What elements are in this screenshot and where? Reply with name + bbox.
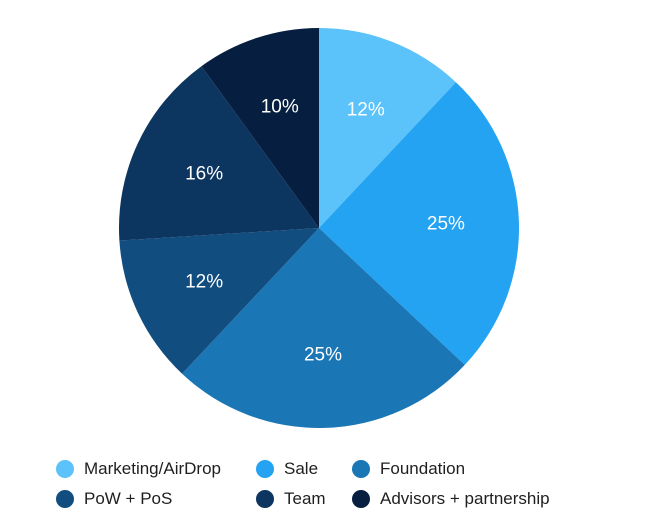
legend-item-pow-pos: PoW + PoS	[56, 488, 256, 510]
pie-slice-marketing-airdrop	[319, 28, 456, 228]
legend-label-foundation: Foundation	[380, 459, 466, 478]
legend-label-pow-pos: PoW + PoS	[84, 489, 173, 508]
pie-slice-pow-pos	[119, 228, 319, 374]
pie-slice-foundation	[182, 228, 465, 428]
legend-item-foundation: Foundation	[352, 458, 592, 480]
pie-chart: 12% 25% 25% 12% 16% 10%	[118, 28, 519, 428]
legend-swatch-advisors-partnership	[352, 490, 370, 508]
legend-swatch-team	[256, 490, 274, 508]
legend-label-advisors-partnership: Advisors + partnership	[380, 489, 550, 508]
legend-label-marketing-airdrop: Marketing/AirDrop	[84, 459, 221, 478]
legend: Marketing/AirDrop Sale Foundation PoW + …	[56, 458, 592, 510]
legend-label-sale: Sale	[284, 459, 319, 478]
legend-swatch-foundation	[352, 460, 370, 478]
slice-label-advisors-partnership: 10%	[261, 97, 299, 118]
pie-slice-advisors-partnership	[201, 28, 319, 228]
legend-item-team: Team	[256, 488, 352, 510]
legend-label-team: Team	[284, 489, 326, 508]
legend-swatch-pow-pos	[56, 490, 74, 508]
slice-label-foundation: 25%	[304, 344, 342, 365]
legend-swatch-sale	[256, 460, 274, 478]
pie-slice-team	[118, 66, 319, 241]
legend-item-advisors-partnership: Advisors + partnership	[352, 488, 592, 510]
slice-label-pow-pos: 12%	[185, 272, 223, 293]
legend-item-marketing-airdrop: Marketing/AirDrop	[56, 458, 256, 480]
legend-item-sale: Sale	[256, 458, 352, 480]
slice-label-team: 16%	[185, 163, 223, 184]
slice-label-sale: 25%	[427, 214, 465, 235]
pie-slice-sale	[319, 82, 519, 365]
legend-swatch-marketing-airdrop	[56, 460, 74, 478]
slice-label-marketing-airdrop: 12%	[347, 99, 385, 120]
